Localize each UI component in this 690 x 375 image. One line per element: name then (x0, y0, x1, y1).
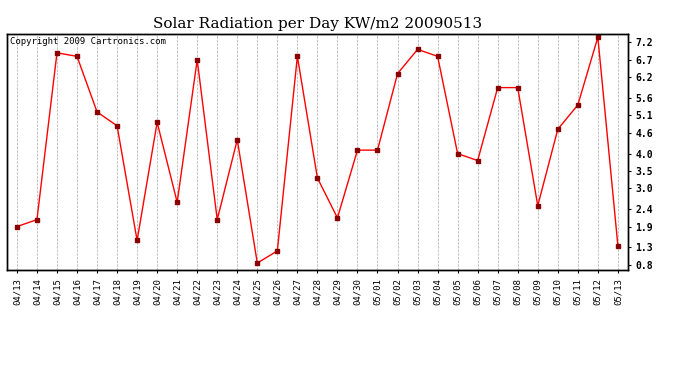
Title: Solar Radiation per Day KW/m2 20090513: Solar Radiation per Day KW/m2 20090513 (153, 17, 482, 31)
Text: Copyright 2009 Cartronics.com: Copyright 2009 Cartronics.com (10, 37, 166, 46)
